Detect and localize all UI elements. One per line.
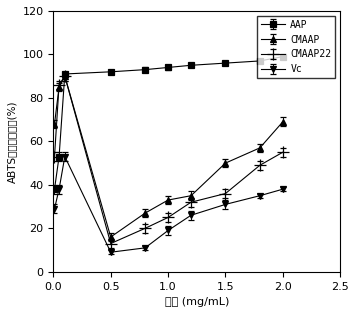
Y-axis label: ABTS自由基清除率(%): ABTS自由基清除率(%)	[7, 100, 17, 183]
Legend: AAP, CMAAP, CMAAP22, Vc: AAP, CMAAP, CMAAP22, Vc	[257, 16, 335, 78]
X-axis label: 浓度 (mg/mL): 浓度 (mg/mL)	[164, 297, 229, 307]
